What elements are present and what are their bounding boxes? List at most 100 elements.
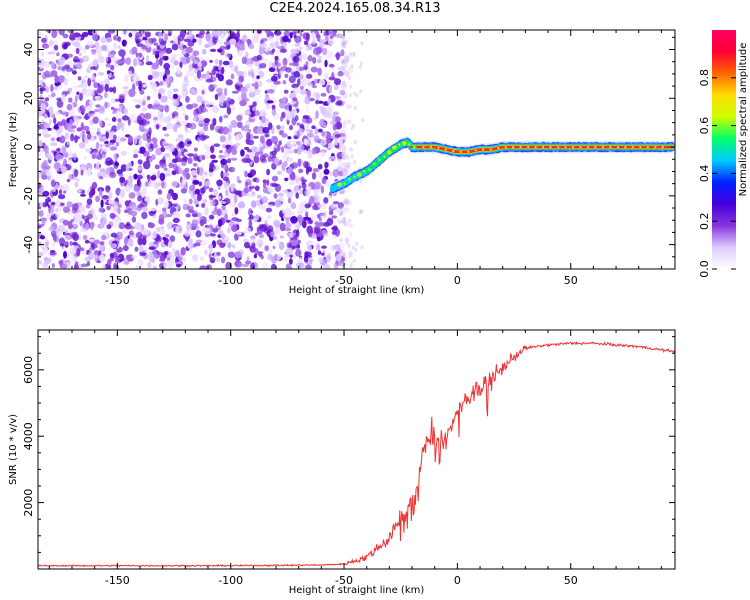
heatmap-cell — [437, 146, 440, 149]
heatmap-cell — [216, 257, 221, 263]
x-tick-label: -50 — [335, 574, 353, 587]
heatmap-cell — [273, 40, 281, 48]
heatmap-cell — [72, 114, 78, 121]
heatmap-cell — [343, 182, 346, 185]
x-tick-label: -150 — [105, 274, 130, 287]
heatmap-cell — [338, 183, 341, 186]
heatmap-cell — [304, 189, 310, 196]
heatmap-cell — [429, 146, 432, 149]
heatmap-cell — [326, 218, 334, 226]
heatmap-cell — [262, 262, 269, 269]
heatmap-cell — [342, 200, 348, 204]
heatmap-cell — [331, 230, 337, 235]
heatmap-cell — [201, 154, 206, 161]
heatmap-cell — [142, 36, 148, 41]
heatmap-cell — [115, 142, 119, 147]
heatmap-cell — [218, 155, 226, 159]
heatmap-cell — [242, 34, 248, 43]
spectrogram-frame — [37, 29, 676, 270]
heatmap-cell — [82, 234, 88, 241]
heatmap-cell — [98, 136, 105, 142]
colorbar-tick-label: 0.0 — [698, 260, 711, 278]
heatmap-cell — [171, 170, 177, 176]
heatmap-cell — [192, 254, 199, 262]
heatmap-cell — [294, 176, 301, 183]
heatmap-cell — [511, 146, 515, 149]
heatmap-cell — [260, 115, 267, 123]
heatmap-cell — [338, 162, 344, 166]
heatmap-cell — [120, 164, 128, 172]
heatmap-cell — [350, 154, 354, 159]
heatmap-cell — [213, 83, 217, 89]
heatmap-cell — [164, 173, 172, 177]
heatmap-cell — [413, 146, 416, 149]
heatmap-cell — [151, 105, 156, 110]
heatmap-cell — [310, 66, 319, 73]
heatmap-cell — [542, 146, 545, 149]
heatmap-cell — [95, 104, 101, 108]
heatmap-cell — [64, 64, 70, 70]
heatmap-cell — [300, 86, 304, 90]
heatmap-cell — [172, 217, 180, 224]
heatmap-cell — [256, 75, 260, 80]
heatmap-cell — [327, 97, 331, 106]
heatmap-cell — [171, 43, 179, 51]
heatmap-cell — [255, 34, 259, 42]
heatmap-cell — [221, 126, 230, 135]
heatmap-cell — [58, 184, 64, 190]
heatmap-cell — [230, 183, 236, 188]
heatmap-cell — [142, 206, 148, 212]
heatmap-cell — [67, 220, 73, 230]
heatmap-cell — [205, 33, 212, 42]
heatmap-cell — [332, 124, 337, 131]
heatmap-cell — [317, 222, 325, 227]
heatmap-cell — [133, 173, 138, 180]
heatmap-cell — [344, 95, 351, 102]
heatmap-cell — [654, 146, 657, 149]
heatmap-cell — [325, 50, 334, 59]
heatmap-cell — [168, 32, 172, 37]
heatmap-cell — [236, 30, 240, 34]
heatmap-cell — [114, 256, 121, 261]
heatmap-cell — [244, 51, 249, 59]
heatmap-cell — [40, 170, 48, 176]
heatmap-cell — [289, 179, 295, 186]
heatmap-cell — [115, 136, 123, 144]
heatmap-cell — [270, 263, 277, 269]
heatmap-cell — [53, 162, 61, 170]
heatmap-cell — [163, 116, 171, 124]
heatmap-cell — [209, 233, 216, 237]
heatmap-cell — [350, 147, 354, 152]
heatmap-cell — [258, 47, 265, 55]
heatmap-cell — [262, 126, 270, 134]
heatmap-cell — [213, 143, 221, 147]
heatmap-cell — [122, 228, 128, 233]
heatmap-cell — [223, 100, 231, 109]
heatmap-cell — [79, 132, 86, 139]
heatmap-cell — [347, 76, 351, 80]
heatmap-cell — [289, 124, 293, 131]
heatmap-cell — [128, 135, 133, 144]
heatmap-cell — [187, 40, 195, 47]
heatmap-cell — [303, 255, 309, 263]
heatmap-cell — [148, 157, 153, 163]
heatmap-cell — [349, 84, 353, 89]
heatmap-cell — [107, 258, 112, 266]
heatmap-cell — [227, 251, 236, 258]
heatmap-cell — [110, 98, 117, 104]
heatmap-cell — [75, 47, 80, 55]
heatmap-cell — [63, 251, 67, 259]
heatmap-cell — [135, 104, 141, 109]
heatmap-cell — [184, 127, 192, 134]
heatmap-cell — [99, 119, 103, 127]
heatmap-cell — [137, 237, 143, 246]
heatmap-cell — [214, 93, 219, 100]
heatmap-cell — [354, 247, 358, 252]
heatmap-cell — [255, 99, 260, 103]
heatmap-cell — [329, 86, 333, 93]
snr-frame — [37, 329, 676, 570]
heatmap-cell — [119, 189, 126, 197]
heatmap-cell — [323, 263, 331, 269]
heatmap-cell — [137, 159, 143, 165]
heatmap-cell — [244, 146, 250, 151]
